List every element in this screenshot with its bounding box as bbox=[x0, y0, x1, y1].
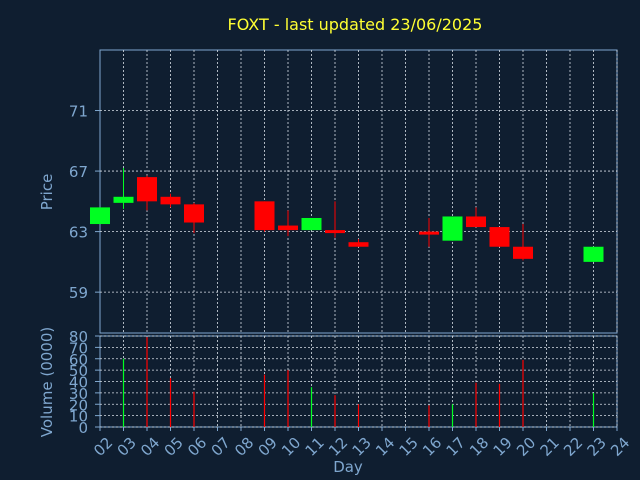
x-tick-label: 02 bbox=[90, 434, 116, 460]
price-panel: 59 63 67 71 bbox=[69, 49, 618, 334]
candle-04 bbox=[137, 175, 157, 211]
x-tick-label: 12 bbox=[325, 434, 351, 460]
candle-23 bbox=[583, 246, 604, 262]
candle-06 bbox=[184, 202, 204, 234]
x-tick-label: 11 bbox=[302, 434, 328, 460]
candle-03 bbox=[113, 168, 134, 209]
x-axis-label: Day bbox=[333, 458, 363, 476]
candle-body bbox=[278, 225, 298, 231]
volume-tick-label: 60 bbox=[69, 351, 88, 369]
candle-13 bbox=[348, 239, 369, 247]
x-tick-label: 18 bbox=[466, 434, 492, 460]
x-tick-label: 16 bbox=[419, 434, 445, 460]
price-tick-label: 59 bbox=[69, 284, 88, 302]
candle-12 bbox=[325, 201, 345, 238]
x-tick-label: 23 bbox=[584, 434, 610, 460]
candle-02 bbox=[90, 207, 110, 225]
volume-tick-label: 10 bbox=[69, 408, 88, 426]
volume-tick-label: 40 bbox=[69, 374, 88, 392]
candle-11 bbox=[301, 217, 322, 231]
volume-tick-label: 70 bbox=[69, 339, 88, 357]
volume-tick-label: 30 bbox=[69, 385, 88, 403]
x-tick-label: 15 bbox=[396, 434, 422, 460]
candle-20 bbox=[513, 224, 533, 261]
candle-10 bbox=[278, 210, 298, 237]
candle-body bbox=[419, 231, 439, 235]
volume-tick-label: 20 bbox=[69, 396, 88, 414]
candle-18 bbox=[466, 207, 486, 228]
volume-tick-label: 80 bbox=[69, 328, 88, 346]
x-tick-label: 20 bbox=[513, 434, 539, 460]
volume-tick-label: 50 bbox=[69, 362, 88, 380]
x-tick-label: 21 bbox=[537, 434, 563, 460]
candle-body bbox=[90, 207, 110, 225]
x-tick-label: 07 bbox=[208, 434, 234, 460]
x-tick-label: 10 bbox=[278, 434, 304, 460]
candle-body bbox=[513, 246, 533, 259]
candle-body bbox=[442, 216, 463, 241]
x-tick-label: 17 bbox=[443, 434, 469, 460]
x-tick-label: 14 bbox=[372, 434, 398, 460]
candle-05 bbox=[160, 193, 181, 208]
x-axis-ticks: 0203040506070809101112131415161718192021… bbox=[90, 427, 633, 460]
candle-body bbox=[325, 230, 345, 234]
x-tick-label: 05 bbox=[161, 434, 187, 460]
x-tick-label: 13 bbox=[349, 434, 375, 460]
candle-09 bbox=[254, 201, 275, 232]
candle-body bbox=[184, 204, 204, 223]
candle-16 bbox=[419, 217, 439, 247]
x-tick-label: 08 bbox=[231, 434, 257, 460]
candle-body bbox=[113, 196, 134, 203]
candle-body bbox=[466, 216, 486, 228]
volume-axis-label: Volume (0000) bbox=[38, 327, 56, 437]
x-tick-label: 06 bbox=[184, 434, 210, 460]
x-tick-label: 19 bbox=[490, 434, 516, 460]
candle-body bbox=[254, 201, 275, 231]
candle-17 bbox=[442, 216, 463, 241]
x-tick-label: 04 bbox=[137, 434, 163, 460]
x-tick-label: 09 bbox=[255, 434, 281, 460]
candle-body bbox=[137, 177, 157, 202]
price-tick-label: 71 bbox=[69, 103, 88, 121]
x-tick-label: 24 bbox=[607, 434, 633, 460]
candle-body bbox=[348, 242, 369, 247]
candle-19 bbox=[489, 227, 510, 247]
price-tick-label: 63 bbox=[69, 224, 88, 242]
candle-body bbox=[489, 227, 510, 247]
x-tick-label: 03 bbox=[114, 434, 140, 460]
chart-title: FOXT - last updated 23/06/2025 bbox=[228, 15, 483, 34]
x-tick-label: 22 bbox=[560, 434, 586, 460]
candle-body bbox=[160, 196, 181, 205]
price-tick-label: 67 bbox=[69, 163, 88, 181]
candle-body bbox=[301, 217, 322, 231]
volume-tick-label: 0 bbox=[78, 419, 88, 437]
price-axis-label: Price bbox=[38, 174, 56, 211]
candle-body bbox=[583, 246, 604, 262]
